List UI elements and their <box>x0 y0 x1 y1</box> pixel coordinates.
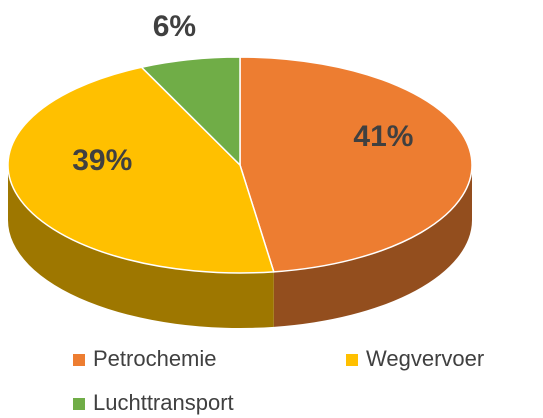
legend-label: Wegvervoer <box>366 346 484 371</box>
pie-side <box>273 165 472 327</box>
legend-label: Luchttransport <box>93 390 234 415</box>
pie-side <box>8 165 274 328</box>
legend-label: Petrochemie <box>93 346 217 371</box>
legend-swatch <box>73 398 85 410</box>
pie-slice <box>7 66 275 274</box>
data-label: 39% <box>72 144 132 177</box>
pie-slice <box>140 56 241 167</box>
data-label: 6% <box>153 10 196 43</box>
legend-swatch <box>73 354 85 366</box>
legend-swatch <box>346 354 358 366</box>
data-label: 41% <box>353 120 413 153</box>
pie-slice <box>239 56 473 273</box>
